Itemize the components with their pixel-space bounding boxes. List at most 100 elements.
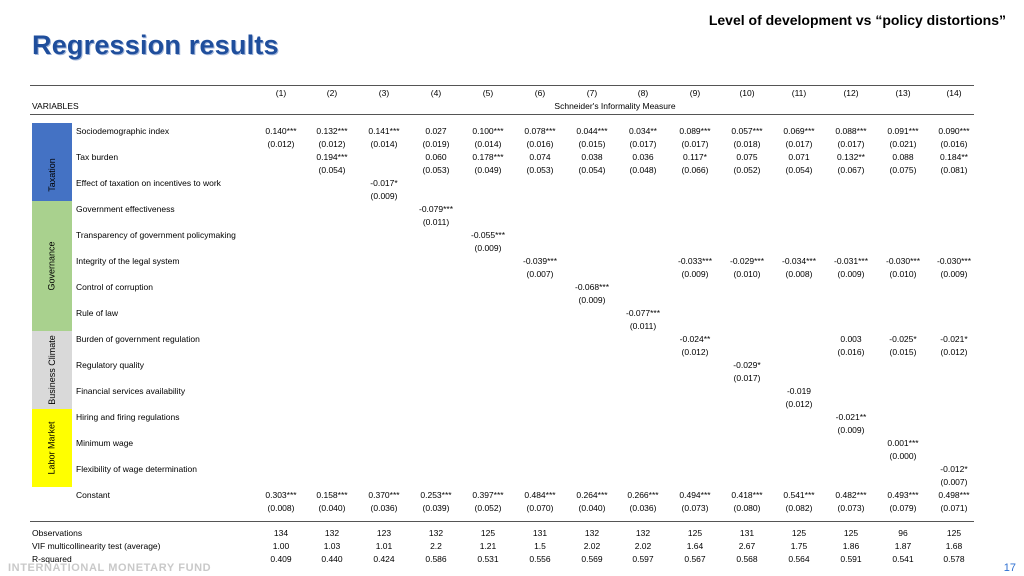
dependent-variable-label: Schneider's Informality Measure <box>554 101 676 111</box>
standard-error-cell: (0.053) <box>422 165 450 175</box>
coefficient-cell: 0.253*** <box>420 490 452 500</box>
standard-error-cell: (0.015) <box>578 139 606 149</box>
standard-error-cell: (0.053) <box>526 165 554 175</box>
standard-error-cell: (0.048) <box>629 165 657 175</box>
coefficient-cell: -0.025* <box>889 334 917 344</box>
stat-cell: 1.01 <box>375 541 393 551</box>
coefficient-cell: 0.484*** <box>524 490 556 500</box>
band-taxation-label: Taxation <box>47 158 57 192</box>
column-header: (14) <box>946 88 962 98</box>
column-header: (4) <box>430 88 442 98</box>
stat-cell: 2.02 <box>634 541 652 551</box>
page-number: 17 <box>1003 562 1016 574</box>
row-label: Transparency of government policymaking <box>76 230 236 240</box>
stat-cell: 132 <box>324 528 340 538</box>
column-header: (11) <box>791 88 807 98</box>
standard-error-cell: (0.012) <box>785 399 813 409</box>
imf-logo: INTERNATIONAL MONETARY FUND <box>8 562 212 574</box>
stat-cell: 125 <box>843 528 859 538</box>
column-header: (9) <box>689 88 701 98</box>
row-label: Flexibility of wage determination <box>76 464 197 474</box>
row-label: Financial services availability <box>76 386 186 396</box>
standard-error-cell: (0.054) <box>578 165 606 175</box>
standard-error-cell: (0.081) <box>940 165 968 175</box>
stat-cell: 1.75 <box>790 541 808 551</box>
stat-cell: 1.64 <box>686 541 704 551</box>
stat-cell: 131 <box>739 528 755 538</box>
coefficient-cell: 0.498*** <box>938 490 970 500</box>
coefficient-cell: 0.482*** <box>835 490 867 500</box>
standard-error-cell: (0.014) <box>370 139 398 149</box>
standard-error-cell: (0.082) <box>785 503 813 513</box>
stat-cell: 125 <box>480 528 496 538</box>
standard-error-cell: (0.014) <box>474 139 502 149</box>
stat-cell: 125 <box>791 528 807 538</box>
coefficient-cell: 0.001*** <box>887 438 919 448</box>
standard-error-cell: (0.012) <box>681 347 709 357</box>
coefficient-cell: 0.038 <box>581 152 603 162</box>
coefficient-cell: -0.030*** <box>885 256 921 266</box>
coefficient-cell: 0.089*** <box>679 126 711 136</box>
stat-cell: 96 <box>898 528 908 538</box>
stat-cell: 1.03 <box>323 541 341 551</box>
stat-label: VIF multicollinearity test (average) <box>32 541 161 551</box>
standard-error-cell: (0.079) <box>889 503 917 513</box>
stat-cell: 0.591 <box>840 554 862 564</box>
standard-error-cell: (0.010) <box>889 269 917 279</box>
standard-error-cell: (0.009) <box>370 191 398 201</box>
coefficient-cell: 0.370*** <box>368 490 400 500</box>
standard-error-cell: (0.040) <box>578 503 606 513</box>
row-label: Minimum wage <box>76 438 134 448</box>
stat-cell: 2.02 <box>583 541 601 551</box>
coefficient-cell: 0.074 <box>529 152 551 162</box>
column-header: (5) <box>482 88 494 98</box>
row-label: Sociodemographic index <box>76 126 170 136</box>
standard-error-cell: (0.017) <box>733 373 761 383</box>
coefficient-cell: 0.078*** <box>524 126 556 136</box>
coefficient-cell: 0.071 <box>788 152 810 162</box>
coefficient-cell: -0.021* <box>940 334 968 344</box>
standard-error-cell: (0.016) <box>526 139 554 149</box>
coefficient-cell: 0.158*** <box>316 490 348 500</box>
standard-error-cell: (0.008) <box>785 269 813 279</box>
coefficient-cell: 0.132** <box>837 152 865 162</box>
coefficient-cell: -0.024** <box>679 334 711 344</box>
coefficient-cell: 0.141*** <box>368 126 400 136</box>
page-title: Regression results <box>32 30 279 60</box>
stat-cell: 0.567 <box>684 554 706 564</box>
row-label: Control of corruption <box>76 282 154 292</box>
band-sociodemographic <box>32 123 72 149</box>
coefficient-cell: 0.178*** <box>472 152 504 162</box>
stat-cell: 0.568 <box>736 554 758 564</box>
coefficient-cell: 0.027 <box>425 126 447 136</box>
coefficient-cell: -0.030*** <box>936 256 972 266</box>
standard-error-cell: (0.054) <box>785 165 813 175</box>
coefficient-cell: -0.019 <box>786 386 812 396</box>
standard-error-cell: (0.039) <box>422 503 450 513</box>
stat-cell: 131 <box>532 528 548 538</box>
stat-cell: 125 <box>946 528 962 538</box>
band-governance <box>32 201 72 331</box>
stat-cell: 132 <box>584 528 600 538</box>
band-governance-label: Governance <box>47 241 57 291</box>
coefficient-cell: 0.194*** <box>316 152 348 162</box>
column-header: (6) <box>534 88 546 98</box>
coefficient-cell: -0.033*** <box>677 256 713 266</box>
row-label: Hiring and firing regulations <box>76 412 180 422</box>
standard-error-cell: (0.017) <box>837 139 865 149</box>
table-header-rule <box>30 114 974 115</box>
standard-error-cell: (0.017) <box>629 139 657 149</box>
standard-error-cell: (0.016) <box>837 347 865 357</box>
standard-error-cell: (0.080) <box>733 503 761 513</box>
stat-cell: 0.409 <box>270 554 292 564</box>
stat-cell: 0.569 <box>581 554 603 564</box>
coefficient-cell: 0.266*** <box>627 490 659 500</box>
band-business-climate <box>32 331 72 409</box>
coefficient-cell: 0.541*** <box>783 490 815 500</box>
coefficient-cell: -0.012* <box>940 464 968 474</box>
coefficient-cell: -0.039*** <box>522 256 558 266</box>
stat-cell: 1.87 <box>894 541 912 551</box>
standard-error-cell: (0.009) <box>578 295 606 305</box>
coefficient-cell: 0.100*** <box>472 126 504 136</box>
standard-error-cell: (0.011) <box>629 321 657 331</box>
